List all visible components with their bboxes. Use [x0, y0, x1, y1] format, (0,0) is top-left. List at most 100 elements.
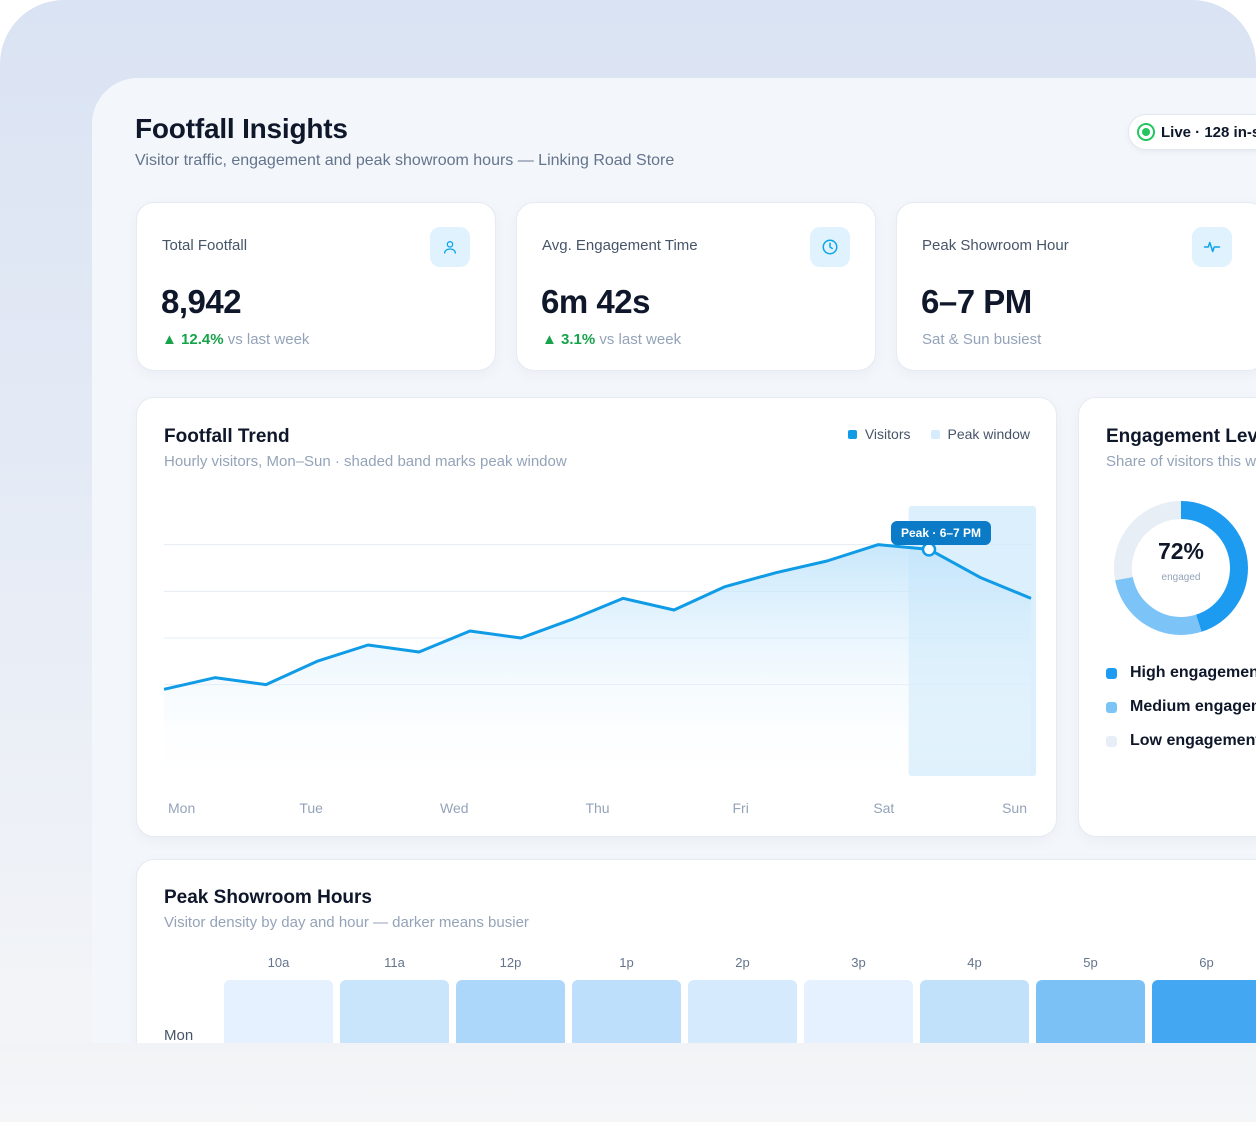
x-axis-label: Tue [299, 800, 323, 816]
heatmap-hour-label: 12p [499, 955, 522, 970]
visitors-point[interactable] [263, 682, 269, 688]
x-axis-label: Fri [733, 800, 749, 816]
heatmap-cell[interactable] [572, 980, 681, 1043]
visitors-point[interactable] [824, 558, 830, 564]
peak-hours-card: Peak Showroom Hours Visitor density by d… [136, 859, 1256, 1043]
engagement-subtitle: Share of visitors this week [1106, 453, 1256, 470]
heatmap-hour-label: 10a [267, 955, 290, 970]
visitors-point[interactable] [1028, 595, 1034, 601]
kpi-change: ▲ 12.4% vs last week [162, 331, 309, 348]
legend-dot-high [1106, 667, 1117, 679]
user-icon [430, 227, 470, 267]
heatmap-subtitle: Visitor density by day and hour — darker… [164, 914, 529, 931]
kpi-change-value: ▲ 3.1% [542, 331, 596, 348]
visitors-area [164, 544, 1031, 778]
heatmap-cell[interactable] [224, 980, 333, 1043]
x-axis-label: Mon [168, 800, 195, 816]
kpi-note: Sat & Sun busiest [922, 331, 1042, 348]
live-label: Live · 128 in-s [1161, 123, 1256, 141]
legend-label: Low engagement [1130, 732, 1256, 749]
heatmap-hour-label: 4p [967, 955, 982, 970]
legend-label: Medium engagement [1130, 698, 1256, 715]
x-axis-label: Sun [1002, 800, 1027, 816]
visitors-point[interactable] [314, 658, 320, 664]
kpi-card-total-footfall: Total Footfall 8,942 ▲ 12.4% vs last wee… [136, 202, 496, 371]
heatmap-day-label: Mon [164, 1027, 194, 1043]
visitors-point[interactable] [212, 675, 218, 681]
visitors-point[interactable] [467, 628, 473, 634]
kpi-label: Total Footfall [162, 237, 248, 254]
kpi-card-engagement-time: Avg. Engagement Time 6m 42s ▲ 3.1% vs la… [516, 202, 876, 371]
bottom-fade [0, 1043, 1256, 1122]
footfall-trend-card: Footfall Trend Hourly visitors, Mon–Sun … [136, 397, 1057, 837]
heatmap-cell[interactable] [1152, 980, 1256, 1043]
live-dot-icon [1137, 123, 1155, 141]
kpi-change-note: vs last week [223, 331, 310, 348]
heatmap-hour-label: 5p [1083, 955, 1098, 970]
live-visitors-badge[interactable]: Live · 128 in-s [1128, 114, 1256, 150]
legend-label: High engagement [1130, 664, 1256, 681]
activity-icon [1192, 227, 1232, 267]
legend-item-peak[interactable]: Peak window [930, 426, 1031, 442]
engagement-card: Engagement Levels Share of visitors this… [1078, 397, 1256, 837]
heatmap-hour-label: 3p [851, 955, 866, 970]
kpi-change-value: ▲ 12.4% [162, 331, 224, 348]
dashboard-panel: Footfall Insights Visitor traffic, engag… [92, 78, 1256, 1043]
trend-legend: Visitors Peak window [847, 426, 1031, 442]
visitors-point[interactable] [416, 649, 422, 655]
trend-title: Footfall Trend [164, 426, 290, 447]
x-axis-label: Sat [873, 800, 894, 816]
peak-point-marker[interactable] [921, 542, 937, 557]
kpi-change: ▲ 3.1% vs last week [542, 331, 681, 348]
heatmap-cell[interactable] [804, 980, 913, 1043]
visitors-point[interactable] [620, 595, 626, 601]
heatmap-hour-label: 1p [619, 955, 634, 970]
heatmap-hour-label: 6p [1199, 955, 1214, 970]
donut-segment[interactable] [1114, 501, 1248, 635]
visitors-point[interactable] [977, 574, 983, 580]
engagement-donut [1114, 501, 1248, 635]
visitors-point[interactable] [161, 686, 167, 692]
x-axis-label: Thu [585, 800, 609, 816]
legend-label: Visitors [864, 426, 911, 442]
legend-dot-low [1106, 735, 1117, 747]
donut-segment[interactable] [1114, 501, 1248, 635]
visitors-point[interactable] [875, 542, 881, 548]
page-subtitle: Visitor traffic, engagement and peak sho… [135, 152, 675, 169]
visitors-point[interactable] [569, 616, 575, 622]
heatmap-hour-label: 2p [735, 955, 750, 970]
visitors-point[interactable] [671, 607, 677, 613]
legend-swatch-peak [930, 429, 940, 439]
visitors-line [163, 543, 1032, 691]
engagement-title: Engagement Levels [1106, 426, 1256, 447]
visitors-point[interactable] [722, 584, 728, 590]
donut-caption: engaged [1161, 572, 1201, 583]
visitors-point[interactable] [365, 642, 371, 648]
legend-dot-medium [1106, 701, 1117, 713]
kpi-value: 6m 42s [541, 283, 650, 320]
legend-item-high[interactable]: High engagement [1106, 656, 1256, 690]
kpi-value: 6–7 PM [921, 283, 1032, 320]
heatmap-cell[interactable] [1036, 980, 1145, 1043]
kpi-value: 8,942 [161, 283, 242, 320]
donut-percent: 72% [1157, 538, 1205, 564]
peak-badge: Peak · 6–7 PM [891, 521, 992, 546]
kpi-card-peak-hour: Peak Showroom Hour 6–7 PM Sat & Sun busi… [896, 202, 1256, 371]
heatmap-cell[interactable] [340, 980, 449, 1043]
page-title: Footfall Insights [135, 113, 348, 144]
legend-label: Peak window [947, 426, 1031, 442]
trend-subtitle: Hourly visitors, Mon–Sun · shaded band m… [164, 453, 567, 470]
heatmap-cell[interactable] [456, 980, 565, 1043]
visitors-point[interactable] [773, 570, 779, 576]
engagement-legend: High engagement Medium engagement Low en… [1106, 656, 1256, 758]
legend-item-visitors[interactable]: Visitors [847, 426, 911, 442]
visitors-point[interactable] [518, 635, 524, 641]
legend-swatch-visitors [847, 429, 857, 439]
legend-item-low[interactable]: Low engagement [1106, 724, 1256, 758]
legend-item-medium[interactable]: Medium engagement [1106, 690, 1256, 724]
kpi-change-note: vs last week [595, 331, 682, 348]
footfall-trend-chart: Mon Tue Wed Thu Fri Sat Sun [161, 506, 1037, 816]
heatmap-cell[interactable] [920, 980, 1029, 1043]
heatmap-cell[interactable] [688, 980, 797, 1043]
